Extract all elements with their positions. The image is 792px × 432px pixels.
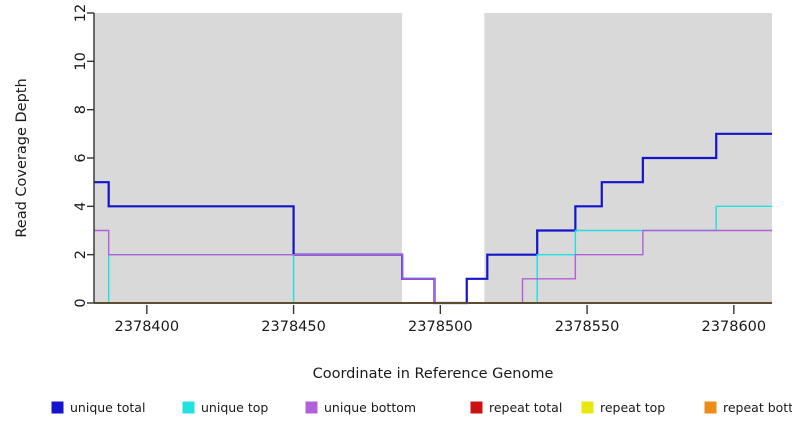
legend-label: repeat bottom <box>723 400 792 415</box>
y-tick-label: 8 <box>73 105 89 114</box>
y-tick-label: 10 <box>73 52 89 70</box>
legend-item-repeat-top: repeat top <box>581 400 665 415</box>
legend-item-unique-bottom: unique bottom <box>305 400 416 415</box>
legend-label: repeat total <box>489 400 562 415</box>
series-line-unique-total <box>94 132 772 305</box>
square-swatch <box>305 401 318 414</box>
square-swatch <box>182 401 195 414</box>
y-tick-label: 0 <box>73 298 89 307</box>
unique-region-left <box>94 13 403 303</box>
y-tick-label: 2 <box>73 250 89 259</box>
legend-label: unique top <box>201 400 268 415</box>
legend-label: unique bottom <box>324 400 416 415</box>
y-tick-label: 12 <box>73 4 89 22</box>
x-axis-title: Coordinate in Reference Genome <box>313 366 554 382</box>
x-tick-label: 2378500 <box>408 319 473 335</box>
repeat-gap-region <box>402 13 485 303</box>
y-axis-title: Read Coverage Depth <box>14 78 30 237</box>
legend-item-unique-total: unique total <box>51 400 145 415</box>
legend-item-repeat-bottom: repeat bottom <box>704 400 792 415</box>
x-tick-label: 2378550 <box>555 319 620 335</box>
x-tick-label: 2378600 <box>702 319 767 335</box>
legend-label: repeat top <box>600 400 665 415</box>
x-tick-label: 2378400 <box>115 319 180 335</box>
square-swatch <box>581 401 594 414</box>
square-swatch <box>704 401 717 414</box>
legend-item-unique-top: unique top <box>182 400 268 415</box>
unique-region-right <box>484 13 772 303</box>
square-swatch <box>51 401 64 414</box>
y-tick-label: 6 <box>73 153 89 162</box>
legend-item-repeat-total: repeat total <box>470 400 562 415</box>
y-tick-label: 4 <box>73 202 89 211</box>
square-swatch <box>470 401 483 414</box>
x-tick-label: 2378450 <box>261 319 326 335</box>
legend-label: unique total <box>70 400 145 415</box>
